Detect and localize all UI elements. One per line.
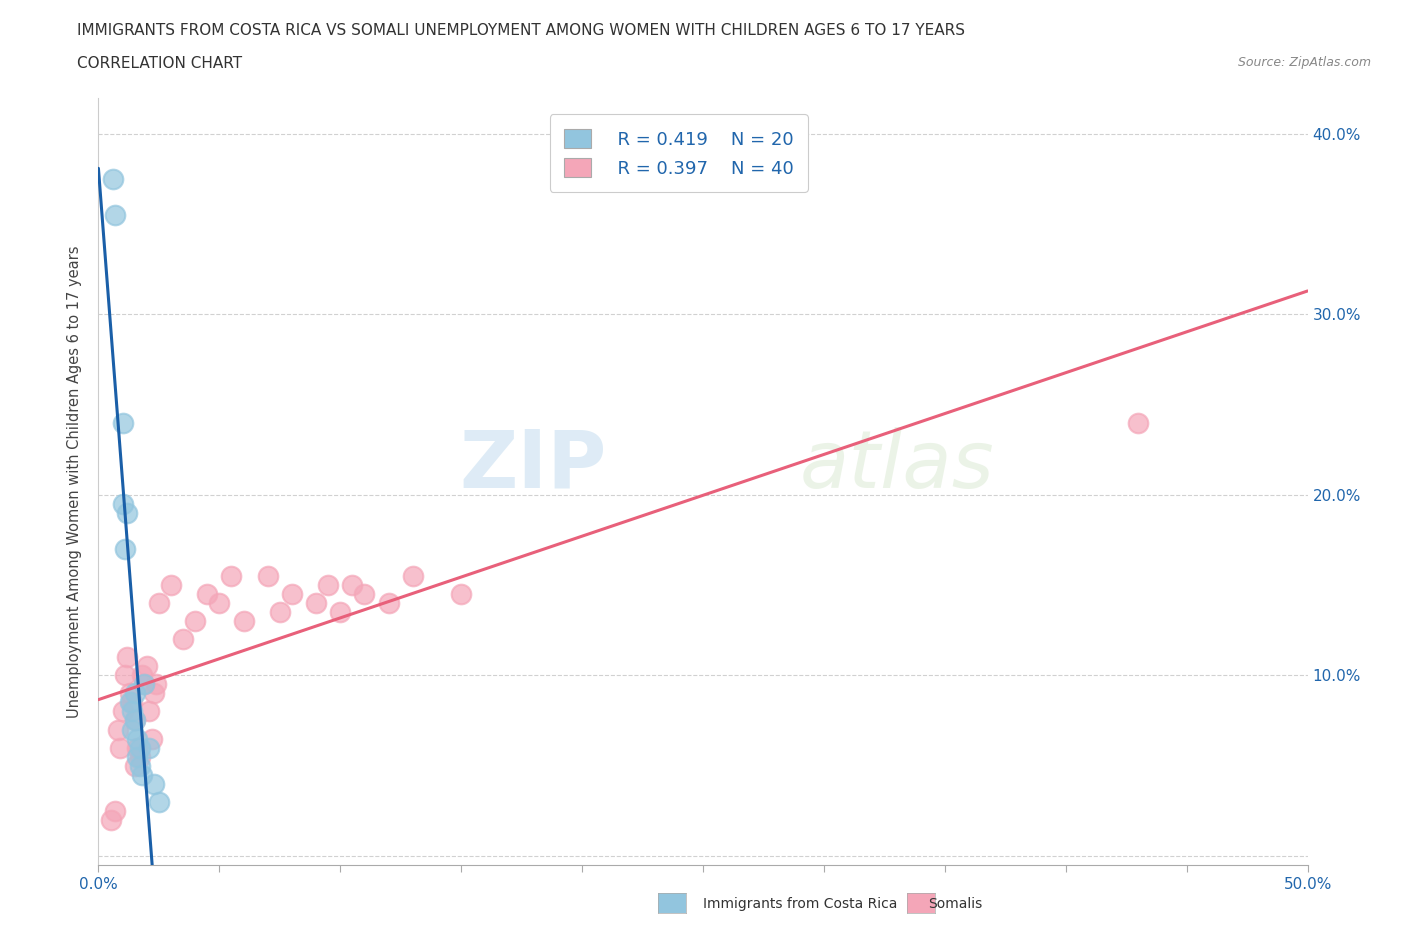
Point [127, 740, 149, 755]
Point [121, 695, 143, 710]
Point [111, 704, 134, 719]
Point [377, 596, 399, 611]
Point [121, 704, 143, 719]
Text: atlas: atlas [800, 427, 994, 505]
Text: Immigrants from Costa Rica: Immigrants from Costa Rica [703, 897, 897, 911]
Point [281, 587, 304, 602]
Point [138, 740, 160, 755]
Point [134, 677, 156, 692]
Point [141, 731, 163, 746]
Point [101, 171, 124, 186]
Text: Somalis: Somalis [928, 897, 983, 911]
Point [145, 677, 167, 692]
Point [148, 596, 170, 611]
Y-axis label: Unemployment Among Women with Children Ages 6 to 17 years: Unemployment Among Women with Children A… [67, 245, 83, 718]
Text: ZIP: ZIP [458, 427, 606, 505]
Point [118, 686, 141, 701]
Point [329, 604, 352, 619]
Point [114, 541, 136, 556]
Point [135, 658, 157, 673]
Point [114, 668, 136, 683]
Point [232, 614, 254, 629]
Point [124, 713, 146, 728]
Point [131, 668, 153, 683]
Point [107, 722, 129, 737]
Point [184, 614, 207, 629]
Point [450, 587, 472, 602]
Point [127, 731, 149, 746]
Point [221, 568, 243, 583]
Point [124, 758, 146, 773]
Point [1128, 415, 1150, 430]
Point [316, 578, 339, 592]
Point [117, 505, 139, 520]
Point [124, 686, 146, 701]
Point [143, 686, 166, 701]
Text: Source: ZipAtlas.com: Source: ZipAtlas.com [1237, 56, 1371, 69]
Point [134, 677, 156, 692]
Point [124, 713, 146, 728]
Point [208, 596, 231, 611]
Point [342, 578, 364, 592]
Point [138, 704, 160, 719]
Point [117, 650, 139, 665]
Point [128, 750, 150, 764]
Point [104, 804, 127, 818]
Point [111, 497, 134, 512]
Point [148, 794, 170, 809]
Text: IMMIGRANTS FROM COSTA RICA VS SOMALI UNEMPLOYMENT AMONG WOMEN WITH CHILDREN AGES: IMMIGRANTS FROM COSTA RICA VS SOMALI UNE… [77, 23, 966, 38]
Point [195, 587, 218, 602]
Point [269, 604, 291, 619]
Point [402, 568, 425, 583]
Point [131, 767, 153, 782]
Point [305, 596, 328, 611]
Point [172, 631, 194, 646]
Point [121, 722, 143, 737]
Point [111, 415, 134, 430]
Point [160, 578, 183, 592]
Point [353, 587, 375, 602]
Point [256, 568, 278, 583]
Legend:   R = 0.419    N = 20,   R = 0.397    N = 40: R = 0.419 N = 20, R = 0.397 N = 40 [550, 114, 808, 192]
Point [128, 758, 150, 773]
Text: CORRELATION CHART: CORRELATION CHART [77, 56, 242, 71]
Point [128, 740, 150, 755]
Point [118, 695, 141, 710]
Point [104, 207, 127, 222]
Point [100, 812, 122, 827]
Point [108, 740, 131, 755]
Point [143, 777, 166, 791]
Point [127, 750, 149, 764]
